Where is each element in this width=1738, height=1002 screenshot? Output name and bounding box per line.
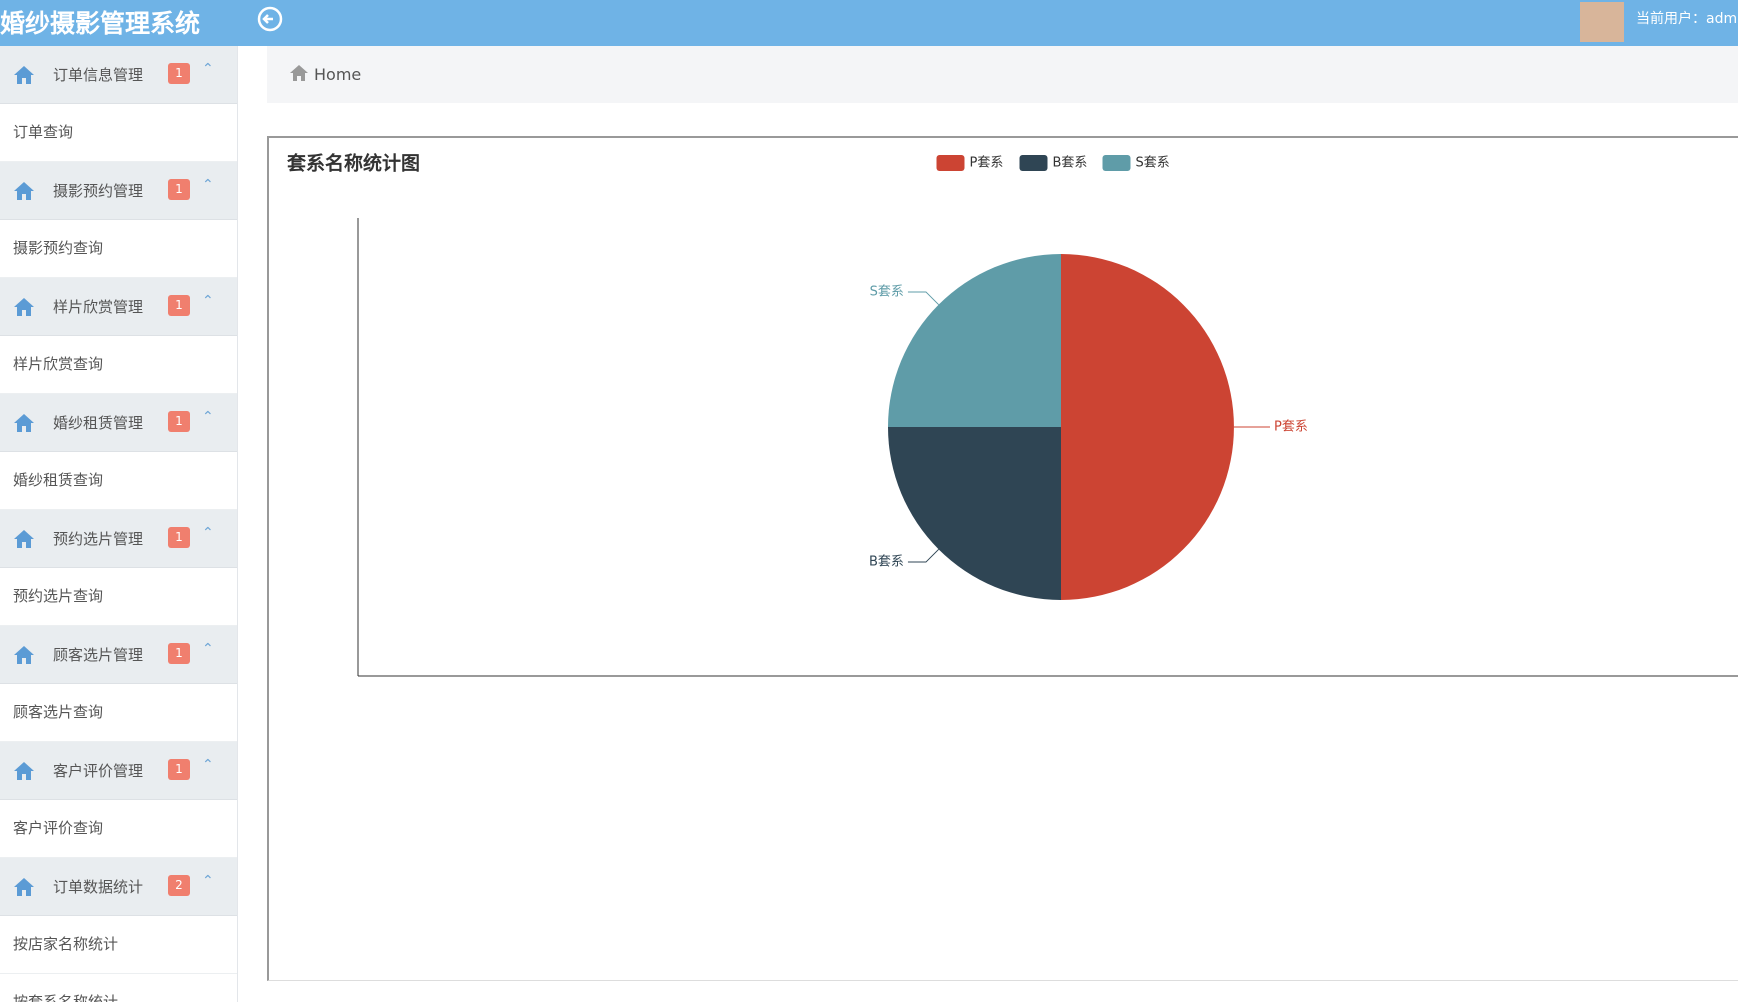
menu-icon-shape bbox=[14, 298, 34, 316]
menu-group[interactable]: 样片欣赏管理 1 ⌃ bbox=[0, 278, 237, 336]
menu-caret: ⌃ bbox=[202, 409, 214, 425]
menu-badge: 1 bbox=[168, 295, 190, 316]
menu-item[interactable]: 按店家名称统计 bbox=[0, 916, 237, 974]
menu-badge: 1 bbox=[168, 411, 190, 432]
menu-item[interactable]: 婚纱租赁查询 bbox=[0, 452, 237, 510]
menu-icon-shape bbox=[14, 878, 34, 896]
menu-title: 样片欣赏管理 bbox=[53, 298, 144, 316]
menu-icon-shape bbox=[14, 646, 34, 664]
menu-badge: 2 bbox=[168, 875, 190, 896]
menu-title: 顾客选片管理 bbox=[53, 646, 144, 664]
legend-swatch bbox=[1102, 155, 1131, 171]
slice-label: S套系 bbox=[870, 283, 904, 299]
pie-slice[interactable] bbox=[888, 254, 1061, 427]
menu-icon-shape bbox=[14, 414, 34, 432]
menu-group[interactable]: 预约选片管理 1 ⌃ bbox=[0, 510, 237, 568]
home-icon bbox=[290, 65, 308, 81]
menu-icon-shape bbox=[14, 66, 34, 84]
label-line bbox=[907, 548, 940, 563]
menu-icon-shape bbox=[14, 530, 34, 548]
menu-caret: ⌃ bbox=[202, 873, 214, 889]
menu-icon bbox=[14, 762, 34, 780]
menu-group[interactable]: 客户评价管理 1 ⌃ bbox=[0, 742, 237, 800]
slice-label: P套系 bbox=[1274, 419, 1308, 435]
menu-caret: ⌃ bbox=[202, 177, 214, 193]
menu-icon bbox=[14, 646, 34, 664]
app-title: 婚纱摄影管理系统 bbox=[0, 9, 201, 38]
slice-label: B套系 bbox=[869, 554, 904, 570]
menu-title: 订单数据统计 bbox=[53, 878, 144, 896]
label-line bbox=[907, 291, 940, 306]
breadcrumb: Home bbox=[267, 46, 1738, 103]
menu-badge: 1 bbox=[168, 759, 190, 780]
legend-label[interactable]: B套系 bbox=[1053, 155, 1088, 171]
menu-icon bbox=[14, 878, 34, 896]
menu-group[interactable]: 摄影预约管理 1 ⌃ bbox=[0, 162, 237, 220]
breadcrumb-home[interactable]: Home bbox=[314, 65, 362, 84]
menu-icon-shape bbox=[14, 182, 34, 200]
menu-badge: 1 bbox=[168, 527, 190, 548]
menu-icon bbox=[14, 66, 34, 84]
menu-caret: ⌃ bbox=[202, 757, 214, 773]
pie-slice[interactable] bbox=[888, 427, 1061, 600]
menu-title: 婚纱租赁管理 bbox=[53, 414, 144, 432]
menu-title: 客户评价管理 bbox=[53, 762, 144, 780]
menu-icon bbox=[14, 530, 34, 548]
menu-badge: 1 bbox=[168, 643, 190, 664]
menu-item[interactable]: 样片欣赏查询 bbox=[0, 336, 237, 394]
chart-panel: 套系名称统计图 P套系 B套系 S套系 P套系 B套系 S套系 bbox=[267, 136, 1738, 981]
menu-title: 预约选片管理 bbox=[53, 530, 144, 548]
legend-label[interactable]: S套系 bbox=[1136, 155, 1170, 171]
menu-caret: ⌃ bbox=[202, 293, 214, 309]
menu-item[interactable]: 预约选片查询 bbox=[0, 568, 237, 626]
header: 婚纱摄影管理系统 当前用户：adm bbox=[0, 0, 1738, 46]
menu-badge: 1 bbox=[168, 63, 190, 84]
menu-badge: 1 bbox=[168, 179, 190, 200]
menu-item[interactable]: 摄影预约查询 bbox=[0, 220, 237, 278]
menu-icon-shape bbox=[14, 762, 34, 780]
menu-caret: ⌃ bbox=[202, 641, 214, 657]
menu-item[interactable]: 顾客选片查询 bbox=[0, 684, 237, 742]
menu-title: 摄影预约管理 bbox=[53, 182, 144, 200]
legend-swatch bbox=[1019, 155, 1048, 171]
menu-icon bbox=[14, 298, 34, 316]
menu-group[interactable]: 婚纱租赁管理 1 ⌃ bbox=[0, 394, 237, 452]
chart-title: 套系名称统计图 bbox=[286, 152, 420, 175]
menu-group[interactable]: 顾客选片管理 1 ⌃ bbox=[0, 626, 237, 684]
menu-title: 订单信息管理 bbox=[53, 66, 144, 84]
menu-caret: ⌃ bbox=[202, 61, 214, 77]
sidebar: 订单信息管理 1 ⌃ 订单查询摄影预约管理 1 ⌃ 摄影预约查询样片欣赏管理 1 ⌃ 样片欣赏查询… bbox=[0, 46, 238, 1002]
avatar[interactable] bbox=[1580, 2, 1624, 42]
current-user[interactable]: 当前用户：adm bbox=[1636, 11, 1738, 27]
legend-swatch bbox=[936, 155, 965, 171]
menu-group[interactable]: 订单数据统计 2 ⌃ bbox=[0, 858, 237, 916]
menu-item[interactable]: 按套系名称统计 bbox=[0, 974, 237, 1002]
menu-icon bbox=[14, 182, 34, 200]
collapse-button[interactable] bbox=[256, 5, 284, 33]
menu-item[interactable]: 订单查询 bbox=[0, 104, 237, 162]
menu-group[interactable]: 订单信息管理 1 ⌃ bbox=[0, 46, 237, 104]
menu-item[interactable]: 客户评价查询 bbox=[0, 800, 237, 858]
legend-label[interactable]: P套系 bbox=[970, 155, 1004, 171]
chart: 套系名称统计图 P套系 B套系 S套系 P套系 B套系 S套系 bbox=[286, 152, 1738, 677]
menu-caret: ⌃ bbox=[202, 525, 214, 541]
menu-icon bbox=[14, 414, 34, 432]
pie-slice[interactable] bbox=[1061, 254, 1234, 600]
